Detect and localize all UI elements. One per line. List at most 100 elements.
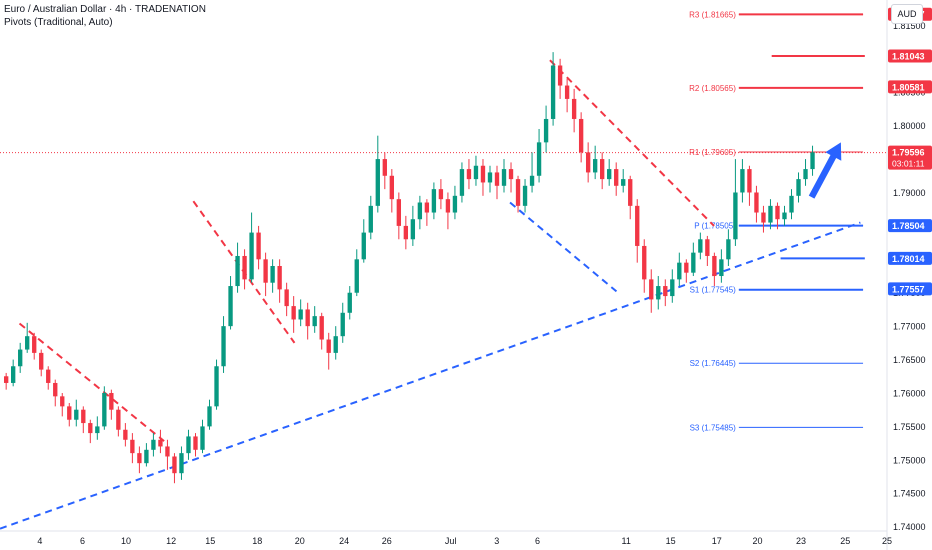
x-tick-label: 20	[295, 536, 305, 546]
price-label-text: 1.81043	[892, 51, 925, 61]
candle-body	[179, 453, 184, 474]
candle-body	[60, 396, 65, 407]
candle-body	[649, 279, 654, 300]
candle-body	[270, 266, 275, 283]
candle-body	[284, 289, 289, 307]
candle-body	[67, 406, 72, 420]
candle-body	[277, 266, 282, 290]
pivot-label: R3 (1.81665)	[689, 10, 736, 19]
candle-body	[480, 165, 486, 183]
price-label-text: 1.78504	[892, 221, 925, 231]
candle-body	[614, 169, 619, 186]
candle-body	[607, 169, 612, 180]
candle-body	[684, 262, 689, 273]
candle-body	[312, 316, 317, 327]
candle-body	[726, 239, 731, 260]
candle-body	[782, 212, 787, 220]
candle-body	[116, 409, 121, 430]
candle-body	[571, 98, 577, 119]
candle-body	[712, 255, 717, 277]
y-tick-label: 1.76000	[893, 388, 926, 398]
candle-body	[635, 205, 640, 246]
chart-title: Euro / Australian Dollar · 4h · TRADENAT…	[4, 4, 206, 15]
candle-body	[487, 172, 493, 183]
candle-body	[95, 426, 100, 434]
trendline	[0, 221, 861, 530]
candle-body	[32, 336, 37, 353]
candle-body	[642, 245, 647, 280]
candle-body	[347, 292, 352, 313]
price-label-text: 1.79596	[892, 148, 925, 158]
candle-body	[25, 336, 30, 350]
x-tick-label: 24	[339, 536, 349, 546]
candle-body	[333, 336, 338, 353]
candle-body	[214, 366, 219, 407]
candle-body	[39, 352, 44, 370]
candle-body	[256, 232, 261, 260]
pivot-label: S3 (1.75485)	[690, 423, 737, 432]
candle-body	[557, 65, 563, 86]
candle-body	[543, 118, 549, 143]
candle-body	[382, 159, 387, 176]
candle-body	[705, 239, 710, 256]
price-label-text: 1.80581	[892, 82, 925, 92]
candle-body	[74, 409, 79, 420]
indicator-label: Pivots (Traditional, Auto)	[4, 17, 113, 28]
candle-body	[592, 159, 598, 173]
candle-body	[501, 169, 507, 186]
candle-body	[656, 286, 661, 300]
y-tick-label: 1.75000	[893, 455, 926, 465]
x-tick-label: 12	[166, 536, 176, 546]
candle-body	[494, 172, 500, 186]
candle-body	[550, 65, 556, 119]
trendline	[509, 201, 618, 293]
pivot-label: R2 (1.80565)	[689, 84, 736, 93]
candle-body	[144, 449, 149, 464]
candle-body	[3, 376, 9, 383]
candle-body	[459, 169, 465, 196]
y-tick-label: 1.81500	[893, 21, 926, 31]
candle-body	[431, 189, 437, 213]
price-label-box	[888, 145, 932, 170]
x-tick-label: 25	[882, 536, 892, 546]
candle-body	[81, 409, 86, 424]
candle-body	[165, 446, 170, 457]
candle-body	[452, 195, 458, 213]
candle-body	[417, 202, 423, 220]
price-label-box	[888, 282, 932, 296]
candle-body	[529, 175, 535, 186]
price-label-box	[888, 251, 932, 265]
candle-body	[522, 185, 528, 206]
candle-body	[298, 309, 303, 320]
currency-button[interactable]: AUD	[891, 4, 923, 24]
candle-body	[53, 382, 58, 397]
candle-body	[151, 439, 156, 450]
candle-body	[670, 279, 675, 297]
candle-body	[754, 192, 759, 213]
candle-body	[600, 159, 605, 180]
candle-body	[326, 339, 331, 353]
y-tick-label: 1.74500	[893, 489, 926, 499]
candle-body	[789, 195, 794, 213]
candle-body	[389, 175, 394, 200]
candle-body	[803, 169, 808, 180]
price-label-text: 1.78014	[892, 254, 925, 264]
candle-body	[438, 189, 444, 200]
candle-body	[564, 85, 570, 99]
candle-body	[88, 423, 93, 434]
candle-body	[368, 205, 373, 233]
candle-body	[228, 286, 233, 327]
candle-body	[200, 426, 205, 450]
price-label-box	[888, 80, 932, 94]
candle-body	[621, 179, 626, 186]
candle-body	[698, 239, 703, 253]
candle-body	[109, 392, 114, 410]
forecast-arrow	[808, 142, 842, 199]
candle-body	[508, 169, 514, 180]
x-tick-label: 25	[840, 536, 850, 546]
candle-body	[186, 436, 191, 454]
candle-body	[242, 255, 247, 280]
candle-body	[536, 142, 542, 176]
candle-body	[375, 159, 380, 206]
